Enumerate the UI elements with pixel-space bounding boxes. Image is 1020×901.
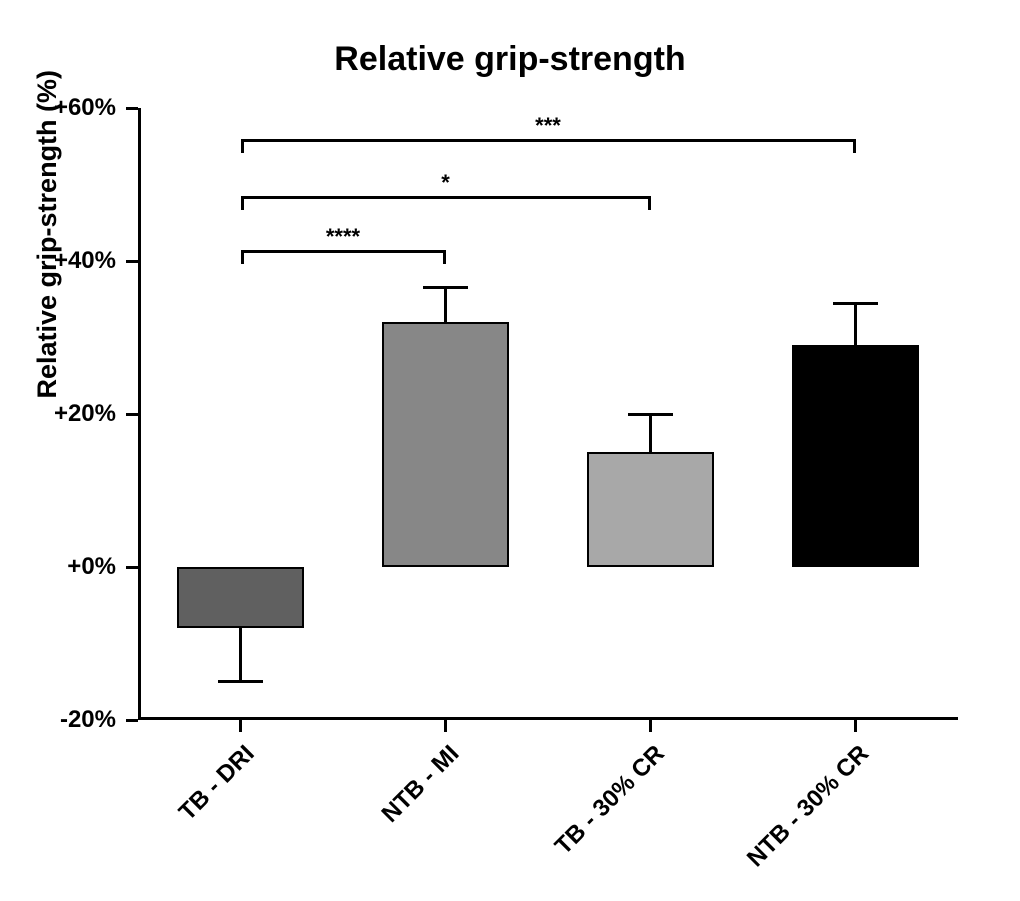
plot-area: -20%+0%+20%+40%+60%TB - DRINTB - MITB - … bbox=[138, 108, 958, 720]
y-tick-label: +60% bbox=[26, 94, 116, 122]
error-bar bbox=[239, 628, 242, 682]
y-tick-label: +40% bbox=[26, 247, 116, 275]
error-cap bbox=[218, 680, 264, 683]
bar bbox=[587, 452, 714, 567]
y-tick-label: -20% bbox=[26, 706, 116, 734]
significance-label: *** bbox=[535, 113, 561, 139]
x-tick-label: TB - 30% CR bbox=[550, 740, 671, 861]
y-tick bbox=[126, 719, 138, 722]
error-bar bbox=[649, 414, 652, 452]
error-bar bbox=[444, 288, 447, 322]
error-cap bbox=[628, 413, 674, 416]
bar bbox=[792, 345, 919, 567]
chart-title: Relative grip-strength bbox=[0, 40, 1020, 79]
x-tick bbox=[649, 720, 652, 732]
significance-label: * bbox=[441, 170, 450, 196]
bar bbox=[382, 322, 509, 567]
y-tick bbox=[126, 260, 138, 263]
x-tick-label: NTB - 30% CR bbox=[742, 740, 875, 873]
error-cap bbox=[833, 302, 879, 305]
error-bar bbox=[854, 303, 857, 345]
error-cap bbox=[423, 286, 469, 289]
bar bbox=[177, 567, 304, 628]
x-tick-label: NTB - MI bbox=[377, 740, 466, 829]
x-tick-label: TB - DRI bbox=[174, 740, 261, 827]
y-tick bbox=[126, 413, 138, 416]
y-tick-label: +20% bbox=[26, 400, 116, 428]
y-tick bbox=[126, 566, 138, 569]
significance-label: **** bbox=[326, 224, 360, 250]
x-tick bbox=[239, 720, 242, 732]
y-tick-label: +0% bbox=[26, 553, 116, 581]
y-axis bbox=[138, 108, 141, 720]
chart-container: Relative grip-strength Relative grip-str… bbox=[0, 0, 1020, 901]
x-tick bbox=[444, 720, 447, 732]
y-tick bbox=[126, 107, 138, 110]
x-tick bbox=[854, 720, 857, 732]
x-axis bbox=[138, 717, 958, 720]
